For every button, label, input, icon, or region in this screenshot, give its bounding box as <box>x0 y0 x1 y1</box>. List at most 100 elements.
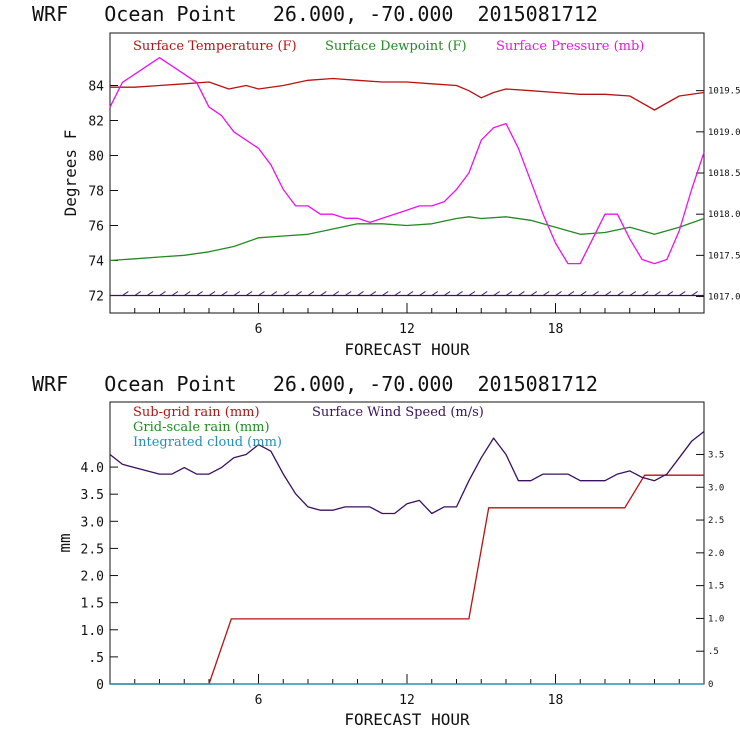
y-axis-label-top: Degrees F <box>61 130 80 217</box>
wind-barb <box>641 291 649 296</box>
y2-tick-label-top-1017-5: 1017.5 <box>708 251 740 261</box>
wind-barb <box>518 291 525 296</box>
wind-barb <box>258 291 265 296</box>
y-tick-label-top-72: 72 <box>88 290 104 305</box>
wind-barb <box>530 291 538 296</box>
y2-tick-label-bottom-1-5: 1.5 <box>708 582 724 592</box>
wind-barb <box>567 291 575 296</box>
wind-barbs <box>110 291 704 297</box>
series-line-surface-temperature-f <box>110 77 705 111</box>
wind-barb <box>146 291 154 296</box>
y2-tick-label-bottom-3-5: 3.5 <box>708 450 724 460</box>
x-axis-label-bottom: FORECAST HOUR <box>344 710 470 729</box>
x-tick-label-top-12: 12 <box>399 322 415 337</box>
wind-barb <box>666 291 674 296</box>
chart-title-top: WRF Ocean Point 26.000, -70.000 20150817… <box>32 2 598 26</box>
legend-integrated-cloud: Integrated cloud (mm) <box>133 435 282 450</box>
wind-barb <box>629 291 637 296</box>
y2-tick-label-top-1017-0: 1017.0 <box>708 293 740 303</box>
y2-tick-label-top-1018-5: 1018.5 <box>708 169 740 179</box>
chart-title-bottom: WRF Ocean Point 26.000, -70.000 20150817… <box>32 372 598 396</box>
wind-barb <box>369 291 377 296</box>
y-tick-label-top-74: 74 <box>88 255 104 270</box>
wind-barb <box>134 291 142 296</box>
y-tick-label-top-76: 76 <box>88 220 104 235</box>
legend-surface-dewpoint: Surface Dewpoint (F) <box>325 39 467 54</box>
wind-barb <box>171 291 179 296</box>
y-tick-label-bottom-1-5: 1.5 <box>81 597 104 612</box>
x-tick-label-top-18: 18 <box>548 322 564 337</box>
wind-barb <box>443 291 451 296</box>
wind-barb <box>208 291 216 296</box>
wind-barb <box>691 291 698 296</box>
series-line-surface-pressure-mb <box>109 57 705 265</box>
wind-barb <box>295 291 302 296</box>
y2-tick-label-bottom-1-0: 1.0 <box>708 614 724 624</box>
y-tick-label-bottom-4-0: 4.0 <box>81 461 104 476</box>
wind-barb <box>678 291 686 296</box>
y2-tick-label-top-1018-0: 1018.0 <box>708 210 740 220</box>
wind-barb <box>221 291 228 296</box>
plot-frame-top <box>109 32 705 314</box>
wind-barb <box>505 291 513 296</box>
x-tick-label-bottom-12: 12 <box>399 693 415 708</box>
series-line-surface-dewpoint-f <box>109 216 705 262</box>
wind-barb <box>233 291 241 296</box>
y2-tick-label-bottom-5: .5 <box>708 647 719 657</box>
y-tick-label-top-78: 78 <box>88 185 104 200</box>
y-tick-label-bottom-5: .5 <box>88 651 104 666</box>
legend-surface-pressure: Surface Pressure (mb) <box>496 39 644 54</box>
y-tick-label-top-82: 82 <box>88 115 104 130</box>
y-tick-label-bottom-3-5: 3.5 <box>81 488 104 503</box>
wind-barb <box>381 291 389 296</box>
wind-barb <box>419 291 426 296</box>
x-axis-label-top: FORECAST HOUR <box>344 340 470 359</box>
wind-barb <box>307 291 315 296</box>
wind-barb <box>468 291 476 296</box>
series-line-sub-grid-rain-mm <box>110 474 704 685</box>
wind-barb <box>617 291 624 296</box>
wind-barb <box>456 291 463 296</box>
legend-surface-temperature: Surface Temperature (F) <box>133 39 297 54</box>
y-tick-label-bottom-2-0: 2.0 <box>81 570 104 585</box>
wind-barb <box>320 291 327 296</box>
y-tick-label-top-80: 80 <box>88 150 104 165</box>
wind-barb <box>344 291 352 296</box>
wind-barb <box>555 291 562 296</box>
wind-barb <box>654 291 661 296</box>
y2-tick-label-bottom-0: 0 <box>708 680 713 690</box>
wind-barb <box>196 291 203 296</box>
wind-barb <box>357 291 364 296</box>
y-tick-label-bottom-0: 0 <box>96 678 104 693</box>
wind-barb <box>493 291 500 296</box>
temperature-chart: WRF Ocean Point 26.000, -70.000 20150817… <box>32 2 740 359</box>
legend-gridscale-rain: Grid-scale rain (mm) <box>133 420 270 435</box>
wind-barb <box>431 291 439 296</box>
wind-barb <box>122 291 129 296</box>
legend-surface-wind-speed: Surface Wind Speed (m/s) <box>312 405 484 420</box>
y-axis-label-bottom: mm <box>55 533 74 552</box>
wind-barb <box>394 291 401 296</box>
rain-wind-chart: WRF Ocean Point 26.000, -70.000 20150817… <box>32 372 724 729</box>
wind-barb <box>245 291 253 296</box>
y2-tick-label-top-1019-0: 1019.0 <box>708 128 740 138</box>
wind-barb <box>159 291 166 296</box>
wind-barb <box>270 291 278 296</box>
wind-barb <box>542 291 550 296</box>
y2-tick-label-bottom-2-0: 2.0 <box>708 549 724 559</box>
y-tick-label-bottom-1-0: 1.0 <box>81 624 104 639</box>
y2-tick-label-bottom-3-0: 3.0 <box>708 483 724 493</box>
y-tick-label-top-84: 84 <box>88 80 104 95</box>
wind-barb <box>579 291 587 296</box>
wind-barb <box>604 291 612 296</box>
series-line-surface-wind-speed-m-s <box>109 430 705 515</box>
wind-barb <box>480 291 488 296</box>
wind-barb <box>592 291 599 296</box>
wind-barb <box>332 291 340 296</box>
wind-barb <box>406 291 414 296</box>
y2-tick-label-bottom-2-5: 2.5 <box>708 516 724 526</box>
x-tick-label-bottom-18: 18 <box>548 693 564 708</box>
y2-tick-label-top-1019-5: 1019.5 <box>708 87 740 97</box>
wind-barb <box>183 291 191 296</box>
y-tick-label-bottom-3-0: 3.0 <box>81 515 104 530</box>
